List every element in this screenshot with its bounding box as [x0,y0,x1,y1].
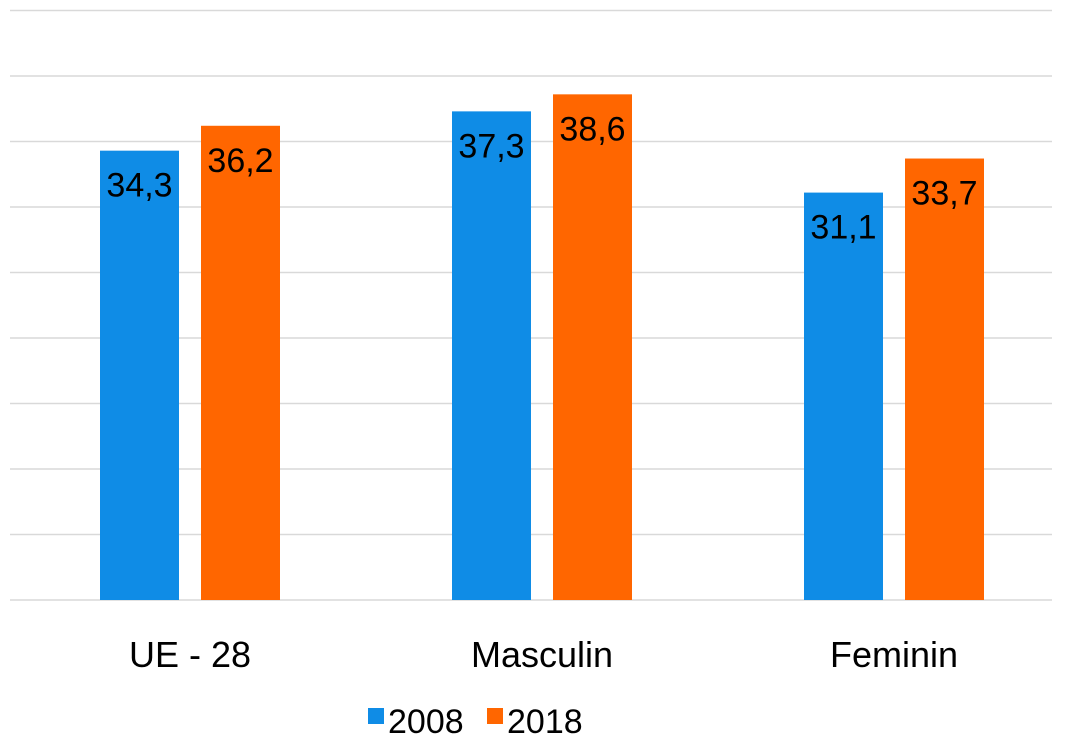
legend-label: 2018 [507,703,583,739]
value-label: 31,1 [810,209,876,247]
value-label: 38,6 [559,110,625,148]
value-label: 37,3 [458,127,524,165]
value-label: 36,2 [207,142,273,180]
bar [452,111,531,601]
legend-swatch [487,708,503,724]
legend-label: 2008 [388,703,464,739]
bar [553,94,632,600]
bar [201,125,280,600]
bar [804,192,883,600]
value-label: 33,7 [911,175,977,213]
value-label: 34,3 [106,167,172,205]
bar [100,150,179,601]
legend-swatch [368,708,384,724]
x-tick-label: Masculin [471,634,613,675]
bar [905,158,984,600]
x-tick-label: Feminin [830,634,958,675]
x-tick-label: UE - 28 [129,634,251,675]
